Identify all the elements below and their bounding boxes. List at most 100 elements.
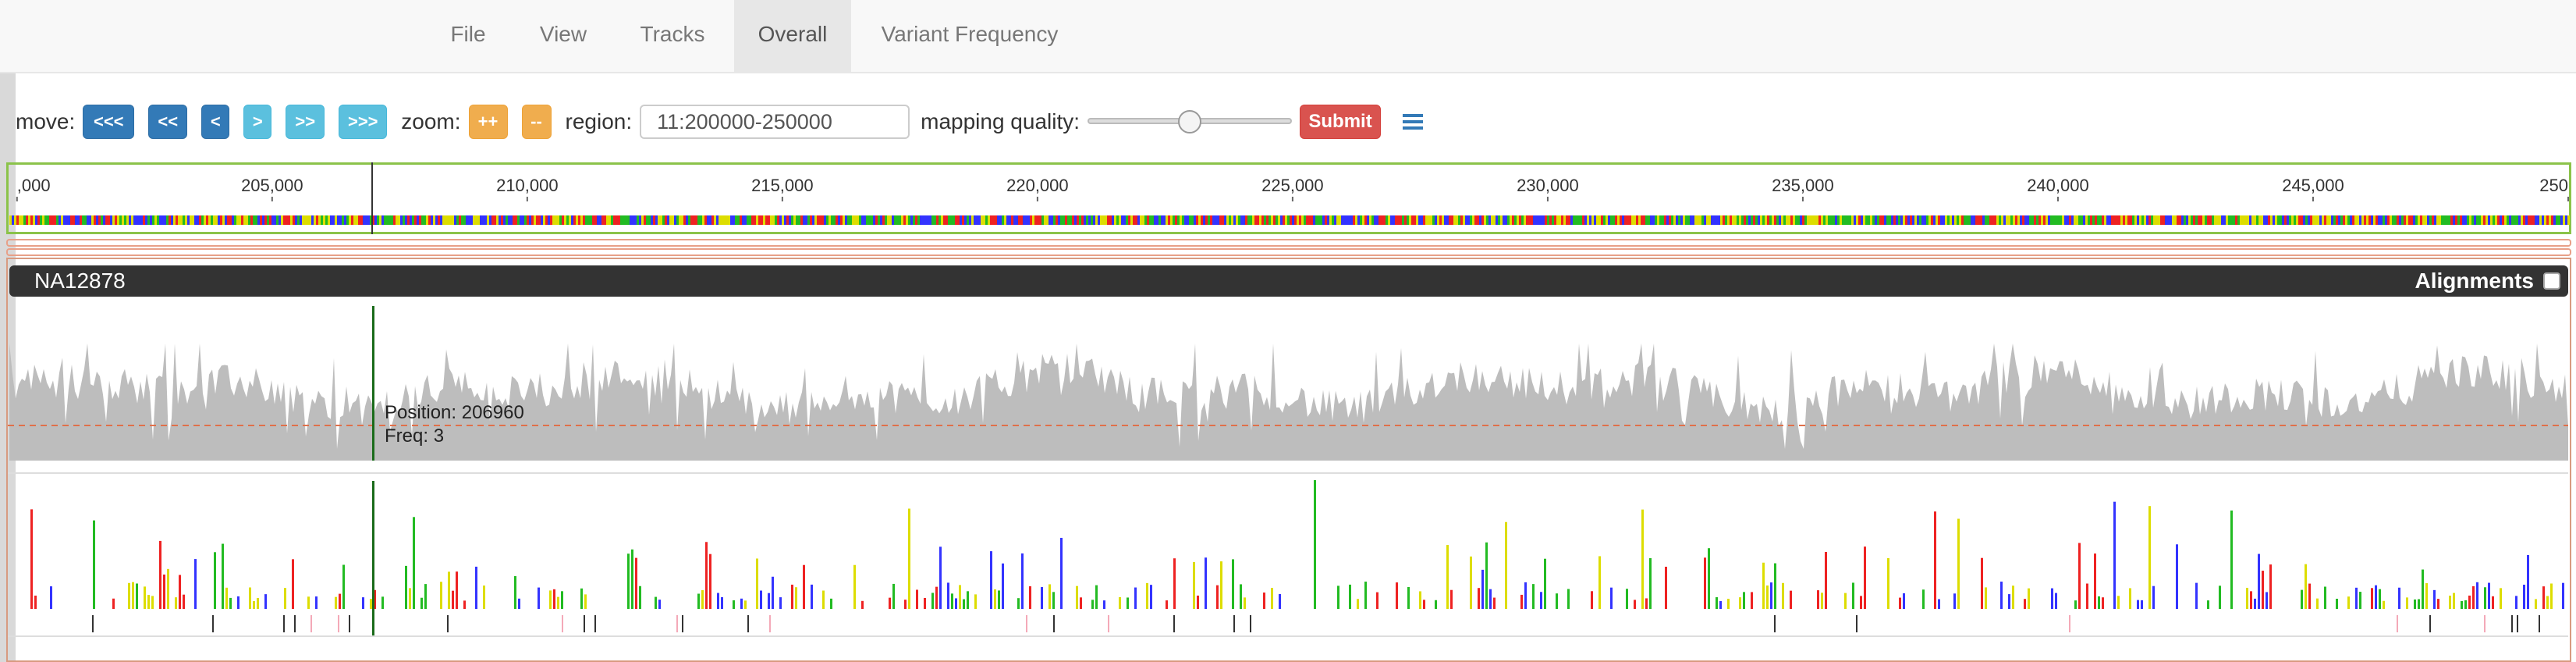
slider-thumb[interactable] [1178, 110, 1202, 133]
reference-base [353, 215, 356, 225]
reference-base [1053, 215, 1056, 225]
reference-base [1528, 215, 1531, 225]
mapping-quality-slider[interactable] [1088, 105, 1293, 139]
reference-base [2331, 215, 2333, 225]
ruler-tick-label: 230,000 [1517, 176, 1579, 195]
variant-bar [994, 589, 996, 609]
reference-base [1849, 215, 1851, 225]
menu-tracks[interactable]: Tracks [640, 22, 705, 46]
reference-base [108, 215, 110, 225]
alignments-checkbox[interactable] [2543, 272, 2560, 290]
reference-base [1175, 215, 1177, 225]
variant-bar [553, 589, 555, 609]
reference-base [880, 215, 882, 225]
reference-base [1755, 215, 1758, 225]
reference-base [218, 215, 220, 225]
reference-base [861, 215, 864, 225]
reference-base [250, 215, 253, 225]
reference-base [138, 215, 140, 225]
reference-base [2343, 215, 2345, 225]
menu-overall[interactable]: Overall [734, 0, 851, 72]
reference-base [1601, 215, 1603, 225]
reference-base [2270, 215, 2273, 225]
reference-base [1762, 215, 1765, 225]
reference-base [2525, 215, 2528, 225]
reference-base [1266, 215, 1268, 225]
variant-bar [2262, 571, 2264, 609]
variant-bar [2383, 600, 2385, 609]
move-far-left-button[interactable]: <<< [83, 105, 135, 139]
reference-base [1739, 215, 1741, 225]
reference-base [12, 215, 14, 225]
reference-base [241, 215, 243, 225]
reference-base [2418, 215, 2420, 225]
variant-bar [335, 596, 337, 609]
reference-base [559, 215, 562, 225]
reference-base [2212, 215, 2214, 225]
reference-base [2055, 215, 2057, 225]
reference-base [2130, 215, 2132, 225]
reference-base [793, 215, 796, 225]
menu-file[interactable]: File [450, 22, 486, 46]
move-right-button[interactable]: > [243, 105, 272, 139]
reference-base [2067, 215, 2069, 225]
reference-base [311, 215, 314, 225]
menu-view[interactable]: View [539, 22, 587, 46]
reference-base [836, 215, 838, 225]
reference-base [37, 215, 40, 225]
reference-base [1964, 215, 1966, 225]
reference-base [302, 215, 304, 225]
reference-base [2282, 215, 2284, 225]
reference-base [1809, 215, 1811, 225]
variant-bar [701, 590, 704, 609]
reference-base [1751, 215, 1753, 225]
move-left-button[interactable]: < [201, 105, 230, 139]
vertical-scrollbar[interactable] [0, 0, 16, 662]
reference-base [2151, 215, 2153, 225]
variant-bar [1540, 592, 1542, 609]
ruler-tick-label: 235,000 [1772, 176, 1834, 195]
reference-base [2031, 215, 2034, 225]
reference-base [370, 215, 372, 225]
move-left-more-button[interactable]: << [148, 105, 188, 139]
alignments-toggle[interactable]: Alignments [2415, 265, 2560, 297]
zoom-in-button[interactable]: ++ [468, 105, 508, 139]
reference-base [1215, 215, 1217, 225]
reference-base [983, 215, 985, 225]
reference-base [316, 215, 318, 225]
reference-base [1095, 215, 1098, 225]
reference-base [2153, 215, 2156, 225]
reference-base [494, 215, 496, 225]
reference-base [1149, 215, 1151, 225]
reference-base [1233, 215, 1236, 225]
reference-base [1357, 215, 1360, 225]
reference-base [1671, 215, 1673, 225]
move-far-right-button[interactable]: >>> [339, 105, 388, 139]
variant-bar [2464, 600, 2467, 609]
reference-base [1638, 215, 1641, 225]
reference-base [1968, 215, 1971, 225]
reference-base [1236, 215, 1238, 225]
reference-base [117, 215, 119, 225]
zoom-out-button[interactable]: -- [521, 105, 552, 139]
reference-base [1006, 215, 1009, 225]
region-input[interactable] [640, 105, 910, 139]
reference-base [2448, 215, 2450, 225]
reference-base [1730, 215, 1732, 225]
reference-base [417, 215, 419, 225]
reference-base [2511, 215, 2514, 225]
move-right-more-button[interactable]: >> [286, 105, 325, 139]
submit-button[interactable]: Submit [1300, 105, 1382, 139]
variant-bar [557, 596, 559, 609]
reference-base [1474, 215, 1477, 225]
reference-base [555, 215, 557, 225]
reference-base [590, 215, 592, 225]
reference-base [651, 215, 653, 225]
menu-variant-frequency[interactable]: Variant Frequency [881, 22, 1059, 46]
variant-bar [144, 586, 146, 609]
reference-base [864, 215, 866, 225]
variant-bar [803, 564, 805, 609]
variant-bar [1337, 585, 1339, 609]
hamburger-menu-icon[interactable] [1403, 111, 1424, 133]
reference-base [1589, 215, 1591, 225]
